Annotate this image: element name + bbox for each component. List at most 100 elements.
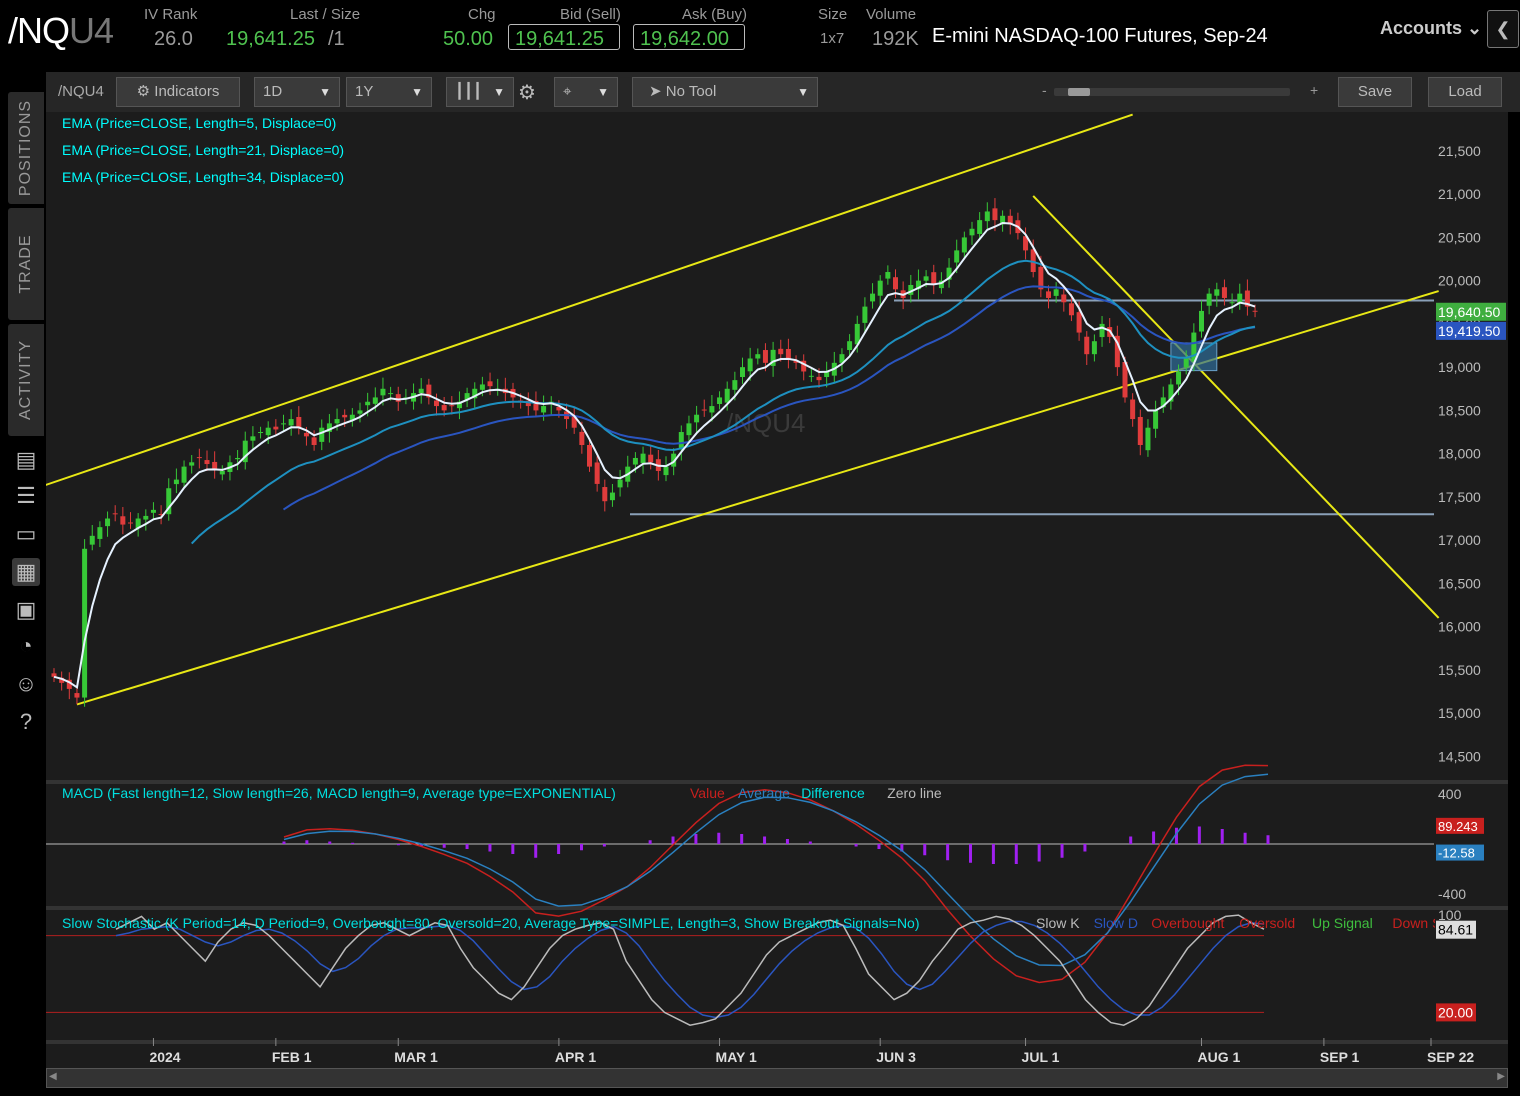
help-icon[interactable]: ? <box>19 709 33 734</box>
ask-button[interactable]: 19,642.00 <box>633 24 745 50</box>
candle-body <box>923 276 929 281</box>
stoch-slow-k-line <box>115 914 1265 1026</box>
people-icon[interactable]: ☺ <box>14 671 38 696</box>
candle-body <box>1023 236 1029 251</box>
bid-label: Bid (Sell) <box>560 6 621 23</box>
list-icon[interactable]: ☰ <box>16 483 36 508</box>
indicators-label: Indicators <box>154 83 220 100</box>
tab-positions[interactable]: POSITIONS <box>8 92 44 204</box>
tool-value: No Tool <box>665 83 717 100</box>
zoom-slider-thumb[interactable] <box>1068 88 1090 96</box>
candle-body <box>1206 293 1212 306</box>
candle-body <box>235 457 241 460</box>
macd-tick-label: 400 <box>1438 786 1462 802</box>
range-select[interactable]: 1Y ▼ <box>346 77 432 107</box>
left-rail: POSITIONS TRADE ACTIVITY ▤ ☰ ▭ ▦ ▣ ◔ ☺ ? <box>0 72 46 1096</box>
candle-body <box>877 280 883 296</box>
candle-body <box>571 415 577 428</box>
candle-body <box>1068 303 1074 316</box>
candle-body <box>181 466 187 483</box>
macd-legend-item: Value <box>690 785 725 801</box>
tv-icon[interactable]: ▭ <box>15 521 37 546</box>
candle-body <box>709 406 715 413</box>
price-tick-label: 20,500 <box>1438 229 1481 245</box>
scroll-left-icon[interactable]: ◀ <box>49 1071 57 1082</box>
macd-badge <box>1436 817 1484 834</box>
panel-separator <box>46 1040 1508 1044</box>
x-tick-label: SEP 22 <box>1427 1049 1474 1065</box>
candle-body <box>112 513 118 515</box>
load-button[interactable]: Load <box>1428 77 1502 107</box>
candle-body <box>82 548 88 698</box>
candle-body <box>1122 361 1128 398</box>
accounts-menu[interactable]: Accounts ⌄ <box>1380 18 1482 39</box>
chevron-down-icon: ▼ <box>411 85 423 99</box>
candle-body <box>663 466 669 476</box>
x-tick-label: FEB 1 <box>272 1049 312 1065</box>
candle-body <box>1030 249 1036 273</box>
chart-icon[interactable]: ▦ <box>12 558 40 586</box>
last-size-label: Last / Size <box>290 6 361 23</box>
candle-body <box>801 360 807 372</box>
candle-body <box>342 414 348 418</box>
candle-body <box>747 358 753 372</box>
bid-button[interactable]: 19,641.25 <box>508 24 620 50</box>
candle-body <box>1145 427 1151 451</box>
zoom-slider[interactable] <box>1054 88 1290 96</box>
scroll-right-icon[interactable]: ▶ <box>1497 1071 1505 1082</box>
candle-body <box>893 277 898 290</box>
macd-value-line <box>283 764 1269 984</box>
price-badge-label: 19,419.50 <box>1438 323 1500 339</box>
candle-body <box>158 514 164 516</box>
candle-body <box>931 272 937 285</box>
drawing-tool-select[interactable]: ➤ No Tool ▼ <box>632 77 818 107</box>
stoch-legend-item: Oversold <box>1239 915 1295 931</box>
candle-body <box>189 462 195 466</box>
aggregation-select[interactable]: 1D ▼ <box>254 77 340 107</box>
dashboard-icon[interactable]: ◔ <box>19 633 33 658</box>
candle-body <box>143 515 149 520</box>
grid-icon[interactable]: ▣ <box>15 597 37 622</box>
zoom-in-button[interactable]: + <box>1310 82 1319 98</box>
candle-body <box>969 228 975 236</box>
iv-rank-label: IV Rank <box>144 6 198 23</box>
ask-label: Ask (Buy) <box>682 6 748 23</box>
candle-body <box>89 535 95 545</box>
indicators-button[interactable]: ⚙ Indicators <box>116 77 240 107</box>
stoch-badge <box>1436 1003 1476 1022</box>
candle-body <box>258 432 264 434</box>
tab-positions-label: POSITIONS <box>17 99 34 197</box>
ema-study-label: EMA (Price=CLOSE, Length=21, Displace=0) <box>62 142 344 158</box>
zoom-out-button[interactable]: - <box>1042 82 1047 98</box>
candle-body <box>847 341 853 351</box>
tab-activity[interactable]: ACTIVITY <box>8 324 44 436</box>
stoch-badge-label: 20.00 <box>1438 1004 1473 1020</box>
price-tick-label: 18,000 <box>1438 446 1481 462</box>
price-tick-label: 17,000 <box>1438 532 1481 548</box>
panel-separator <box>46 780 1508 784</box>
horizontal-scrollbar[interactable]: ◀ ▶ <box>46 1068 1508 1088</box>
stoch-study-label: Slow Stochastic (K Period=14, D Period=9… <box>62 915 920 931</box>
news-icon[interactable]: ▤ <box>15 447 37 472</box>
x-tick-label: 2024 <box>149 1049 180 1065</box>
candle-body <box>472 388 478 399</box>
drawing-set-select[interactable]: ⌖ ▼ <box>554 77 618 107</box>
candle-body <box>1252 310 1258 312</box>
chevron-left-icon[interactable]: ❮ <box>1487 10 1519 48</box>
tab-trade[interactable]: TRADE <box>8 208 44 320</box>
price-tick-label: 16,500 <box>1438 575 1481 591</box>
range-value: 1Y <box>355 83 374 100</box>
price-tick-label: 18,500 <box>1438 402 1481 418</box>
candle-body <box>1183 358 1189 368</box>
candle-body <box>120 516 126 525</box>
save-button[interactable]: Save <box>1338 77 1412 107</box>
volume-label: Volume <box>866 6 917 23</box>
gear-icon[interactable]: ⚙ <box>518 82 536 104</box>
ema-line-5 <box>53 221 1256 689</box>
candle-body <box>946 267 952 280</box>
candle-body <box>388 393 394 395</box>
candle-body <box>173 479 179 485</box>
chart-style-select[interactable]: ┃┃┃ ▼ <box>446 77 514 107</box>
macd-legend-item: Average <box>738 785 790 801</box>
